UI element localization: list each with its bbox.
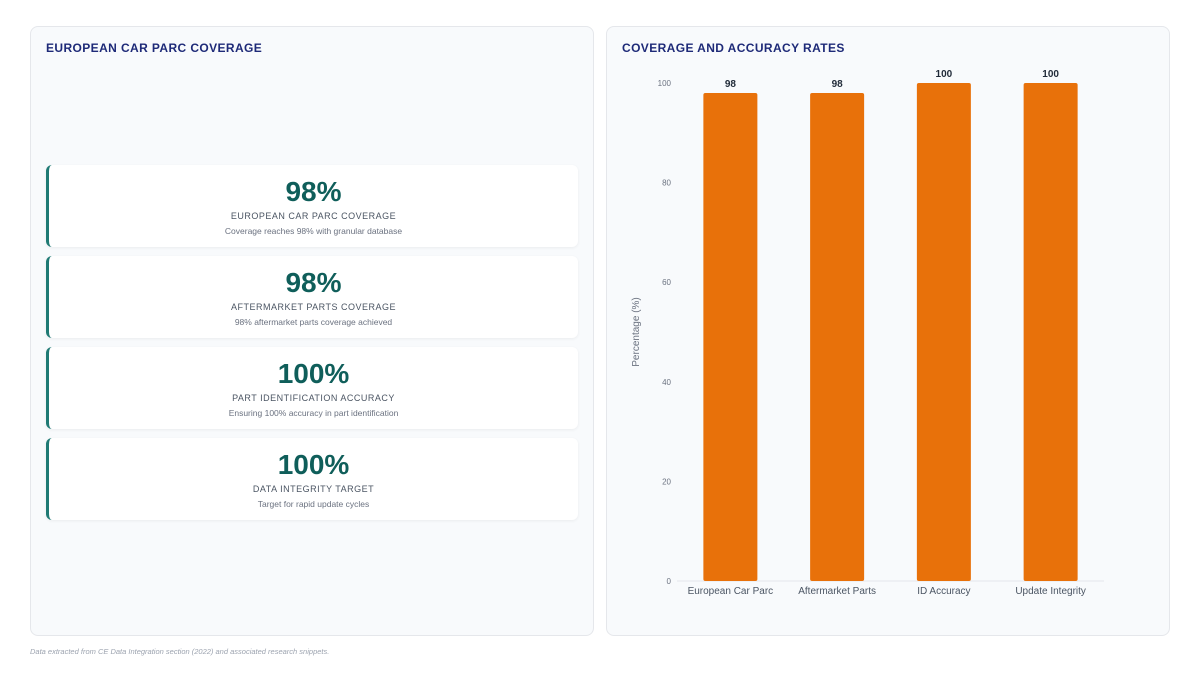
kpi-description: 98% aftermarket parts coverage achieved (234, 317, 393, 327)
y-tick-label: 100 (658, 79, 672, 88)
chart-title: COVERAGE AND ACCURACY RATES (622, 41, 845, 55)
kpi-card-aftermarket-parts: 98% AFTERMARKET PARTS COVERAGE 98% after… (46, 256, 578, 338)
bar (703, 92, 758, 582)
kpi-label: PART IDENTIFICATION ACCURACY (232, 393, 395, 403)
x-category-label: Aftermarket Parts (798, 586, 876, 597)
y-tick-label: 20 (662, 477, 671, 486)
kpi-value: 100% (277, 358, 350, 389)
kpi-value: 98% (285, 267, 342, 298)
x-category-label: Update Integrity (1015, 586, 1086, 597)
bar (1023, 83, 1078, 581)
kpi-card-list: 98% EUROPEAN CAR PARC COVERAGE Coverage … (46, 165, 578, 529)
bar-value-label: 100 (936, 69, 953, 80)
kpi-value: 100% (277, 449, 350, 480)
x-category-label: European Car Parc (688, 586, 774, 597)
kpi-description: Coverage reaches 98% with granular datab… (224, 226, 403, 236)
y-tick-label: 0 (667, 577, 672, 586)
coverage-kpi-panel: EUROPEAN CAR PARC COVERAGE 98% EUROPEAN … (30, 26, 594, 636)
kpi-card-part-id-accuracy: 100% PART IDENTIFICATION ACCURACY Ensuri… (46, 347, 578, 429)
kpi-value: 98% (285, 176, 342, 207)
kpi-label: EUROPEAN CAR PARC COVERAGE (230, 211, 397, 221)
kpi-label: AFTERMARKET PARTS COVERAGE (230, 302, 397, 312)
y-tick-label: 60 (662, 278, 671, 287)
x-category-label: ID Accuracy (917, 586, 970, 597)
left-panel-title: EUROPEAN CAR PARC COVERAGE (46, 41, 263, 55)
bar-value-label: 100 (1042, 69, 1059, 80)
bar-value-label: 98 (725, 79, 737, 90)
source-footnote: Data extracted from CE Data Integration … (30, 647, 330, 656)
kpi-description: Ensuring 100% accuracy in part identific… (228, 408, 399, 418)
bar-chart: 0 20 40 60 80 100 Percentage (%) 98 European Car… (631, 69, 1104, 597)
kpi-description: Target for rapid update cycles (257, 499, 370, 509)
kpi-label: DATA INTEGRITY TARGET (252, 484, 375, 494)
y-axis-label: Percentage (%) (631, 297, 642, 366)
y-tick-label: 40 (662, 378, 671, 387)
bar (810, 92, 865, 582)
bar (916, 83, 971, 581)
y-tick-label: 80 (662, 179, 671, 188)
kpi-card-car-parc: 98% EUROPEAN CAR PARC COVERAGE Coverage … (46, 165, 578, 247)
bar-value-label: 98 (832, 79, 844, 90)
kpi-card-data-integrity: 100% DATA INTEGRITY TARGET Target for ra… (46, 438, 578, 520)
chart-panel: COVERAGE AND ACCURACY RATES 0 20 40 60 80 100… (606, 26, 1170, 636)
